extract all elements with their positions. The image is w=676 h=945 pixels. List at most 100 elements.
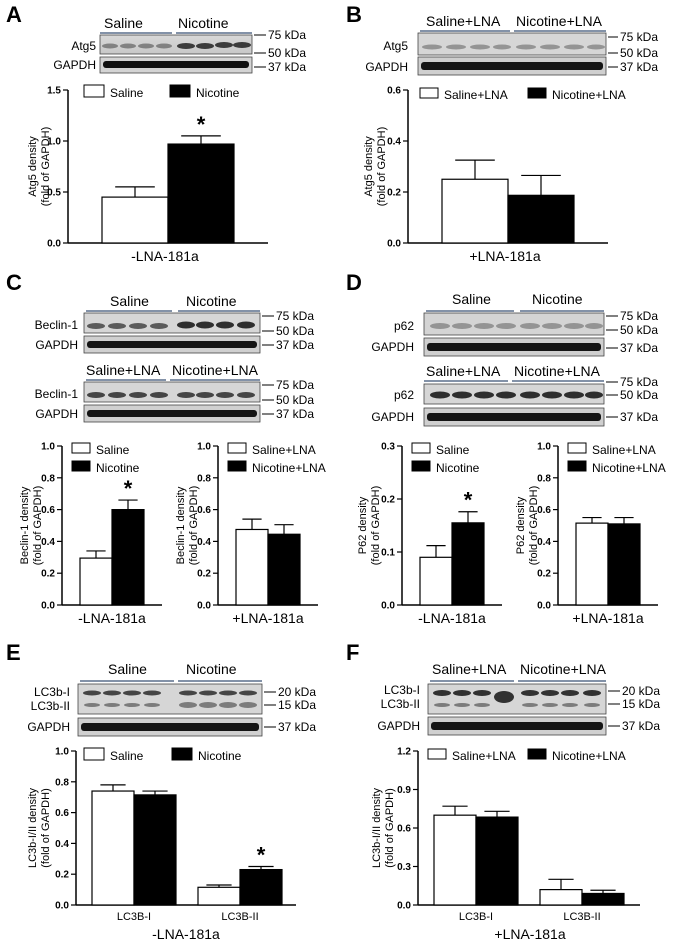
blot-panel-d-top: Saline Nicotine p62 GAPDH 75 kDa 50 kDa … bbox=[371, 291, 658, 357]
blot-panel-c-bottom: Saline+LNA Nicotine+LNA Beclin-1 GAPDH 7… bbox=[35, 362, 314, 423]
legend-label: Saline bbox=[96, 443, 130, 457]
y-tick-label: 0.2 bbox=[41, 569, 55, 580]
y-tick-label: 0.6 bbox=[537, 505, 551, 516]
legend-swatch bbox=[419, 87, 439, 99]
panel-letter-d: D bbox=[346, 270, 362, 295]
y-tick-label: 0.2 bbox=[387, 188, 401, 199]
band-label: Beclin-1 bbox=[35, 318, 79, 332]
legend-swatch bbox=[83, 84, 105, 98]
y-axis-label: (fold of GAPDH) bbox=[188, 486, 200, 565]
band-label: Beclin-1 bbox=[35, 387, 79, 401]
band-label: Atg5 bbox=[383, 39, 408, 53]
legend-label: Nicotine bbox=[96, 461, 140, 475]
bar bbox=[111, 509, 145, 606]
marker-label: 37 kDa bbox=[278, 720, 316, 734]
band-label: LC3b-II bbox=[381, 697, 420, 711]
significance-star: * bbox=[464, 488, 473, 513]
y-tick-label: 0.6 bbox=[55, 808, 69, 819]
legend-label: Saline bbox=[110, 86, 144, 100]
panel-letter-e: E bbox=[6, 640, 21, 665]
bar bbox=[167, 143, 235, 244]
band-label: GAPDH bbox=[35, 407, 78, 421]
marker-label: 37 kDa bbox=[276, 407, 314, 421]
blot-panel-c-top: Saline Nicotine Beclin-1 GAPDH 75 kDa 50… bbox=[35, 293, 314, 354]
blot-group-label: Nicotine+LNA bbox=[516, 13, 603, 29]
x-axis-label: +LNA-181a bbox=[572, 610, 643, 626]
y-tick-label: 0.4 bbox=[55, 839, 69, 850]
y-tick-label: 0.6 bbox=[197, 505, 211, 516]
bar-chart-d-left: 0.0 0.1 0.2 0.3 P62 density (fold of GAPDH) -L… bbox=[357, 442, 502, 626]
x-category-label: LC3B-II bbox=[221, 911, 258, 923]
band-label: GAPDH bbox=[53, 58, 96, 72]
legend-label: Nicotine bbox=[196, 86, 240, 100]
marker-label: 15 kDa bbox=[278, 698, 316, 712]
y-tick-label: 0.0 bbox=[41, 601, 55, 612]
marker-label: 50 kDa bbox=[620, 323, 658, 337]
blot-group-label: Nicotine bbox=[186, 661, 237, 677]
blot-group-label: Nicotine bbox=[532, 291, 583, 307]
marker-label: 50 kDa bbox=[620, 388, 658, 402]
y-tick-label: 0.0 bbox=[55, 901, 69, 912]
band-label: GAPDH bbox=[371, 340, 414, 354]
blot-group-label: Saline+LNA bbox=[426, 363, 501, 379]
y-tick-label: 0.1 bbox=[381, 548, 395, 559]
legend-swatch bbox=[527, 87, 547, 99]
gapdh-band bbox=[103, 61, 249, 68]
y-axis-label: (fold of GAPDH) bbox=[32, 486, 44, 565]
blot-panel-f: Saline+LNA Nicotine+LNA LC3b-I LC3b-II G… bbox=[377, 661, 660, 736]
bar bbox=[575, 522, 609, 606]
band-label: LC3b-I bbox=[384, 683, 420, 697]
y-axis-label: (fold of GAPDH) bbox=[384, 788, 396, 867]
y-tick-label: 0.6 bbox=[387, 86, 401, 97]
x-axis-label: -LNA-181a bbox=[78, 610, 146, 626]
blot-strip bbox=[99, 34, 253, 55]
band-label: GAPDH bbox=[377, 719, 420, 733]
panel-letter-b: B bbox=[346, 2, 362, 27]
blot-group-label: Saline+LNA bbox=[86, 362, 161, 378]
x-axis-label: +LNA-181a bbox=[232, 610, 303, 626]
marker-label: 37 kDa bbox=[620, 341, 658, 355]
blot-group-label: Saline+LNA bbox=[432, 661, 507, 677]
significance-star: * bbox=[197, 112, 206, 137]
y-axis-label: (fold of GAPDH) bbox=[40, 127, 52, 206]
band-label: Atg5 bbox=[71, 39, 96, 53]
significance-star: * bbox=[257, 843, 266, 868]
legend-swatch bbox=[227, 460, 247, 472]
marker-label: 75 kDa bbox=[276, 378, 314, 392]
marker-label: 37 kDa bbox=[622, 719, 660, 733]
bar bbox=[433, 814, 477, 906]
band-label: GAPDH bbox=[35, 338, 78, 352]
bar bbox=[239, 868, 283, 906]
y-tick-label: 0.6 bbox=[41, 505, 55, 516]
y-tick-label: 1.0 bbox=[55, 747, 69, 758]
marker-label: 37 kDa bbox=[276, 338, 314, 352]
marker-label: 20 kDa bbox=[278, 685, 316, 699]
legend-swatch bbox=[427, 748, 447, 760]
bar bbox=[101, 196, 169, 244]
y-tick-label: 0.2 bbox=[197, 569, 211, 580]
bar bbox=[581, 892, 625, 906]
y-tick-label: 0.0 bbox=[397, 901, 411, 912]
bar bbox=[451, 522, 485, 606]
y-tick-label: 0.8 bbox=[537, 473, 551, 484]
y-tick-label: 0.2 bbox=[381, 495, 395, 506]
blot-group-label: Nicotine bbox=[178, 15, 229, 31]
y-tick-label: 0.9 bbox=[397, 785, 411, 796]
y-tick-label: 0.4 bbox=[387, 137, 401, 148]
y-tick-label: 0.8 bbox=[41, 473, 55, 484]
y-tick-label: 1.2 bbox=[397, 747, 411, 758]
bar-chart-b: 0.0 0.2 0.4 0.6 Atg5 density (fold of GAPDH) +… bbox=[363, 86, 626, 265]
y-tick-label: 0.0 bbox=[381, 601, 395, 612]
legend-label: Saline+LNA bbox=[452, 749, 516, 763]
legend-swatch bbox=[411, 442, 431, 454]
legend-swatch bbox=[567, 442, 587, 454]
y-tick-label: 0.0 bbox=[537, 601, 551, 612]
y-tick-label: 0.0 bbox=[47, 239, 61, 250]
x-axis-label: -LNA-181a bbox=[131, 248, 199, 264]
legend-swatch bbox=[83, 747, 105, 761]
marker-label: 50 kDa bbox=[276, 393, 314, 407]
bar bbox=[197, 886, 241, 906]
legend-label: Saline+LNA bbox=[444, 88, 508, 102]
band-label: GAPDH bbox=[371, 410, 414, 424]
